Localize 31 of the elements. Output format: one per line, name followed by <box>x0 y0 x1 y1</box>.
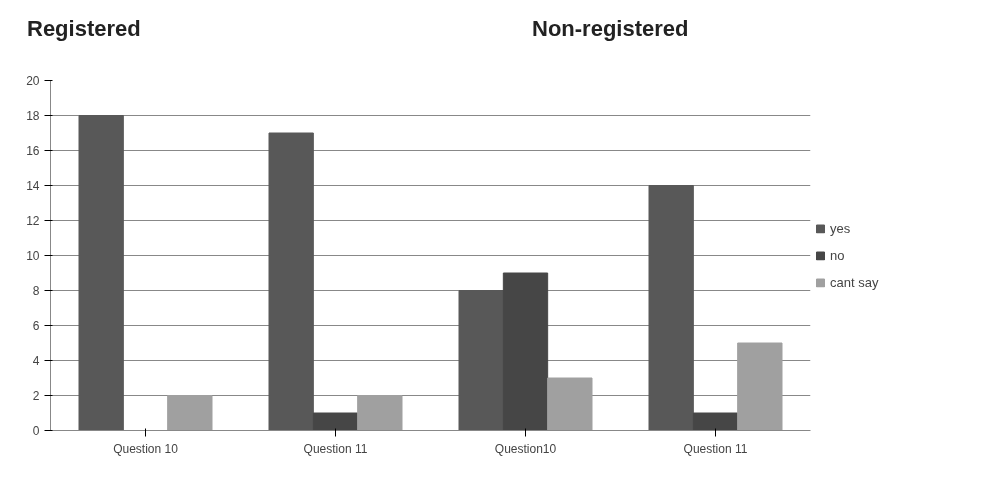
legend-label: cant say <box>830 274 879 290</box>
x-tick-label: Question 11 <box>303 441 368 456</box>
y-tick-label: 20 <box>26 74 40 88</box>
y-tick-label: 2 <box>32 389 40 403</box>
bar <box>692 412 739 431</box>
y-tick-label: 6 <box>32 319 40 333</box>
legend-label: no <box>830 247 846 263</box>
y-tick-label: 4 <box>32 354 40 368</box>
legend-label: yes <box>830 220 851 236</box>
text: Non-registered <box>532 15 689 43</box>
bar <box>648 185 694 431</box>
x-tick-label: Question 11 <box>683 441 748 456</box>
y-tick-label: 10 <box>26 249 40 263</box>
bar <box>357 395 403 431</box>
y-tick-label: 18 <box>26 109 40 123</box>
x-tick-label: Question 10 <box>113 441 179 456</box>
y-tick-label: 12 <box>26 214 40 228</box>
text: Registered <box>27 15 141 43</box>
bar <box>502 272 549 431</box>
bar <box>167 395 213 431</box>
bar <box>737 342 783 431</box>
y-tick-label: 14 <box>26 179 40 193</box>
bar <box>312 412 359 431</box>
y-tick-label: 0 <box>32 424 40 438</box>
bar <box>268 132 314 431</box>
bar <box>547 377 593 431</box>
y-tick-label: 8 <box>32 284 40 298</box>
bar <box>78 115 124 431</box>
bar <box>458 290 504 431</box>
y-tick-label: 16 <box>26 144 40 158</box>
x-tick-label: Question10 <box>494 441 557 456</box>
